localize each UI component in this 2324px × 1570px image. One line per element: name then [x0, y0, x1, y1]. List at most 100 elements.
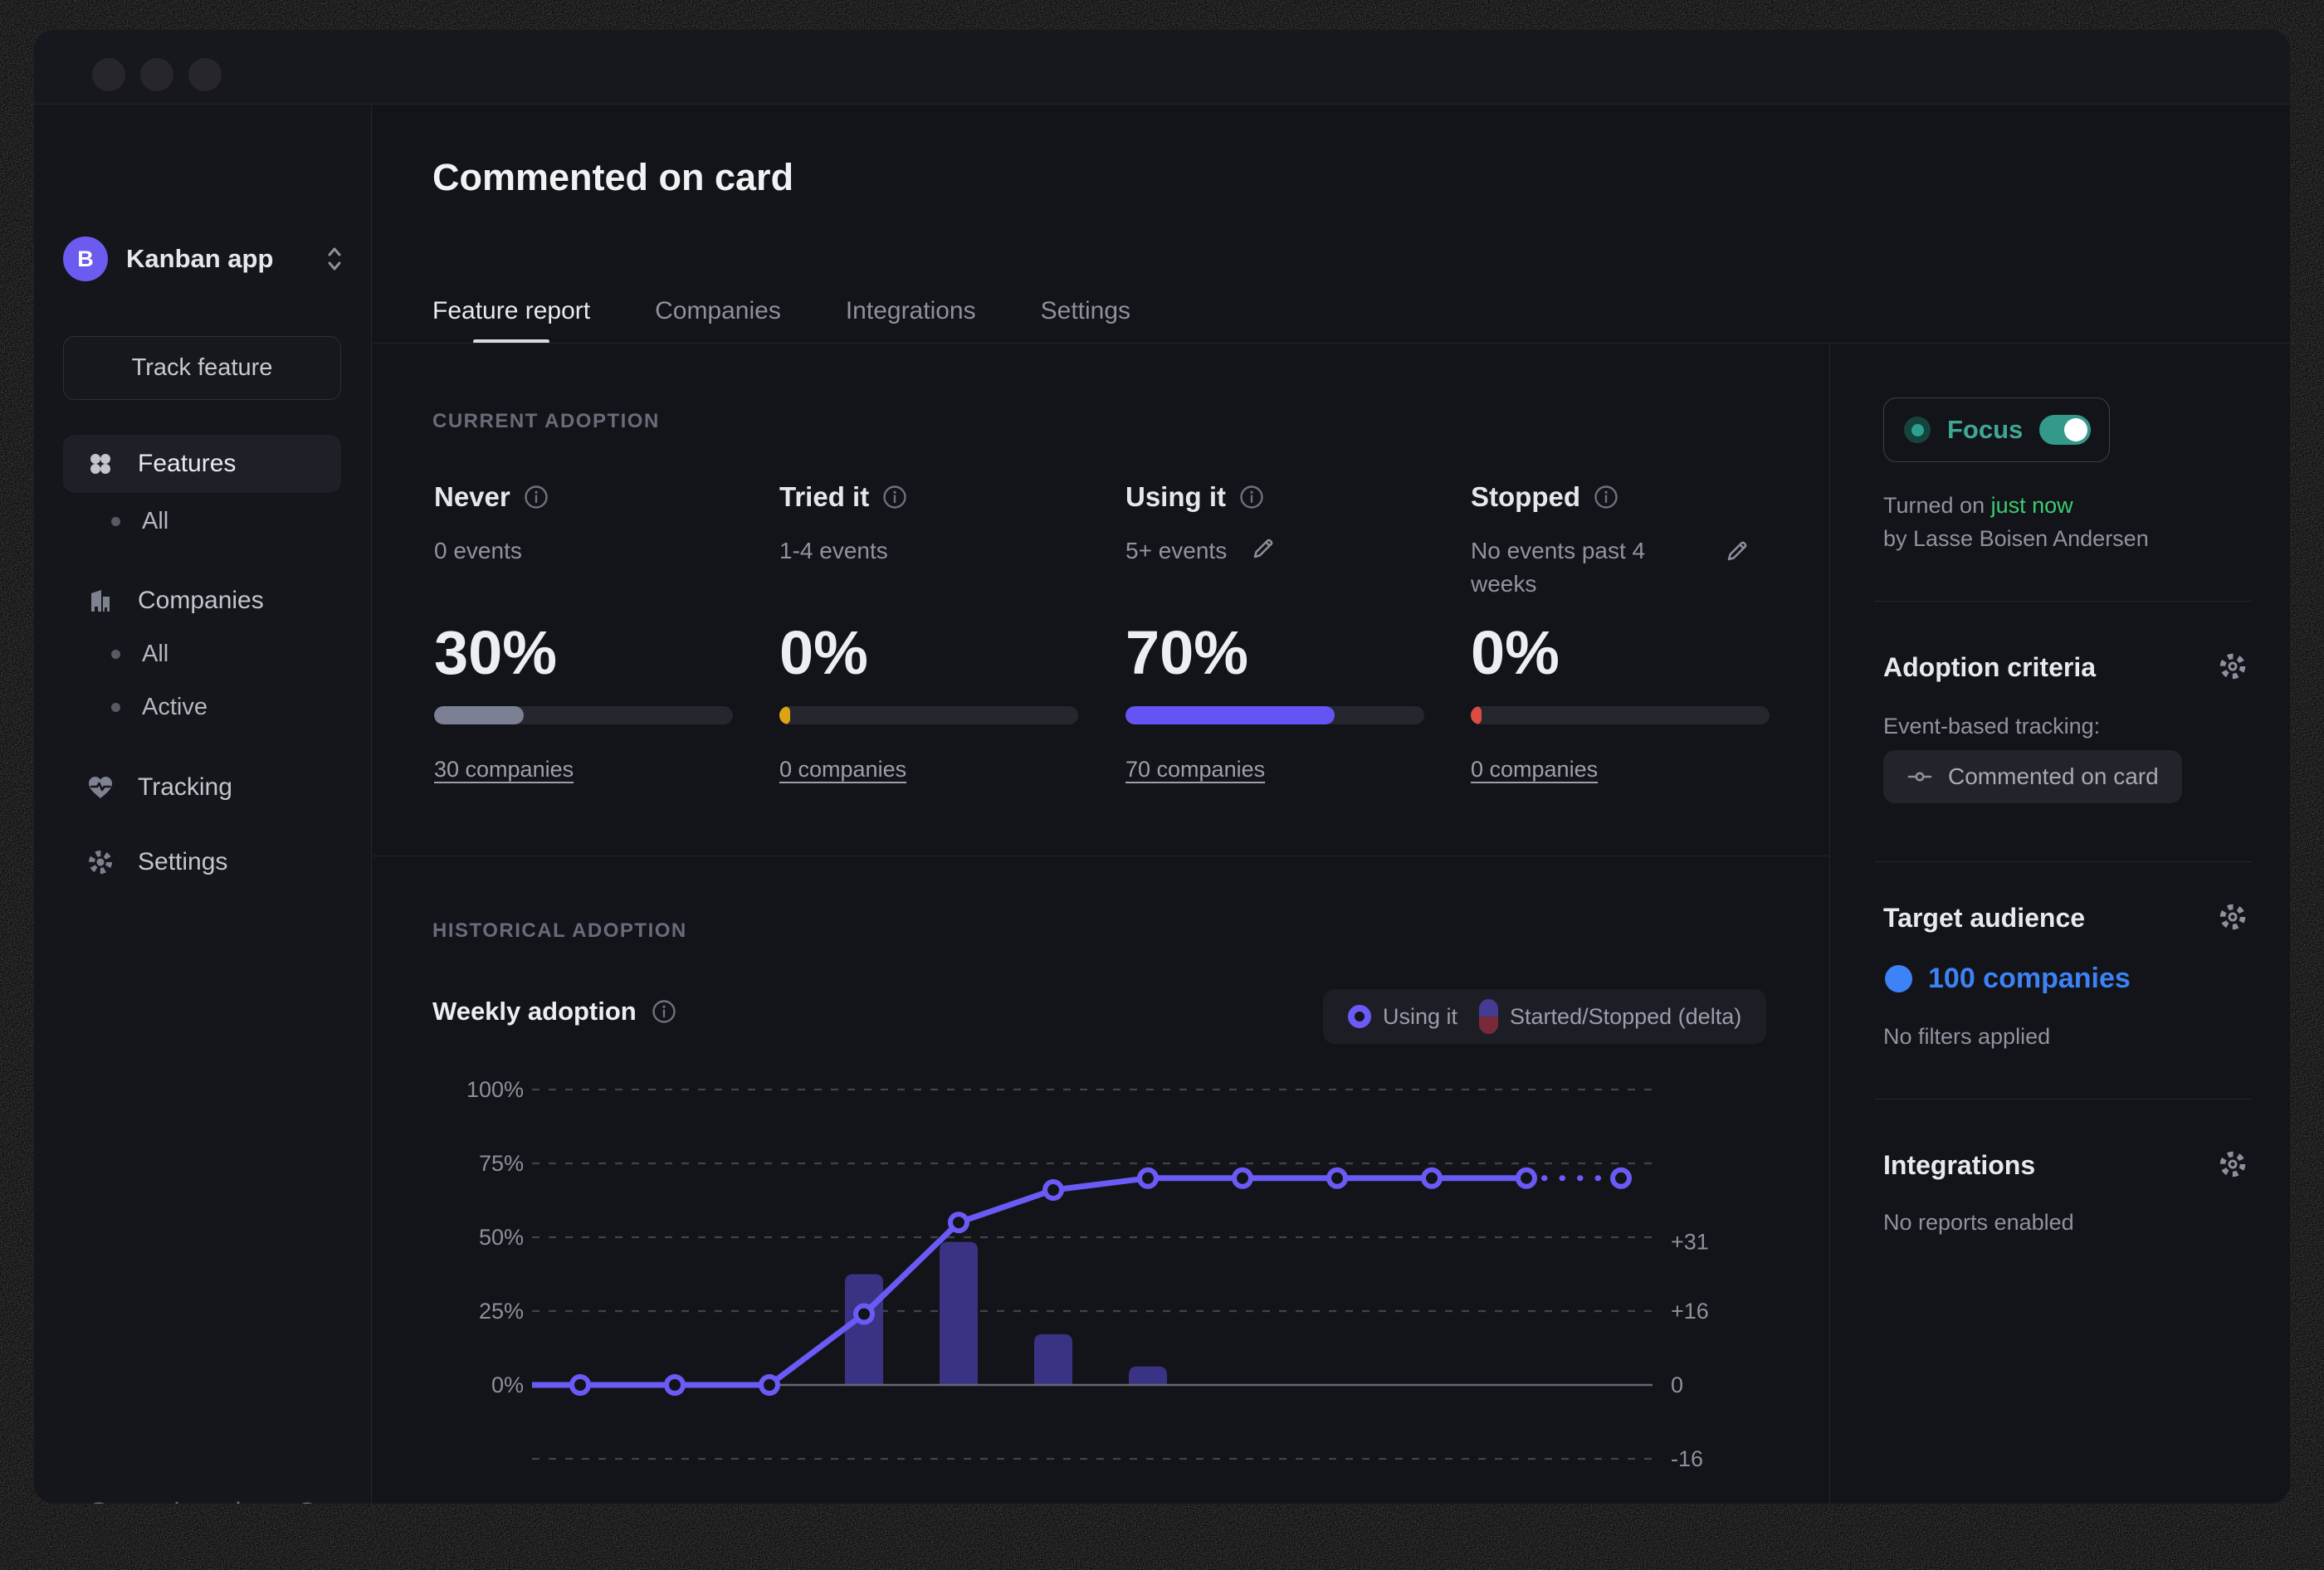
card-percent: 30% [434, 618, 558, 687]
audience-companies-link[interactable]: 100 companies [1928, 963, 2131, 994]
workspace-name: Kanban app [126, 244, 274, 273]
sidebar-item-tracking[interactable]: Tracking [63, 758, 341, 817]
page-title: Commented on card [432, 156, 794, 198]
logout-icon[interactable] [290, 1499, 323, 1504]
sync-activity-icon[interactable] [152, 1499, 185, 1504]
info-icon[interactable] [882, 485, 907, 510]
edit-pencil-icon[interactable] [1724, 538, 1750, 564]
svg-text:0%: 0% [491, 1373, 524, 1397]
sidebar-item-features-all[interactable]: All [63, 497, 341, 545]
legend-label: Started/Stopped (delta) [1510, 1003, 1742, 1029]
sidebar-item-label: Companies [138, 587, 264, 614]
adoption-card-never: Never 0 events 30% 30 companies [434, 478, 737, 793]
edit-pencil-icon[interactable] [1250, 535, 1277, 562]
focus-label: Focus [1947, 415, 2024, 444]
window-zoom-button[interactable] [188, 58, 222, 91]
tab-companies[interactable]: Companies [655, 297, 781, 324]
sidebar-item-companies-all[interactable]: All [63, 630, 341, 678]
adoption-card-tried-it: Tried it 1-4 events 0% 0 companies [779, 478, 1082, 793]
card-title: Never [434, 481, 510, 512]
tab-feature-report[interactable]: Feature report [432, 279, 590, 344]
audience-filters-note: No filters applied [1883, 1024, 2051, 1049]
sidebar-item-settings[interactable]: Settings [63, 833, 341, 891]
progress-track [1125, 706, 1424, 724]
integrations-heading: Integrations [1883, 1150, 2036, 1180]
sidebar-subitem-label: All [142, 507, 169, 534]
sidebar-item-companies-active[interactable]: Active [63, 683, 341, 731]
legend-using-it[interactable]: Using it [1348, 1004, 1457, 1030]
window-close-button[interactable] [92, 58, 125, 91]
help-buoy-icon[interactable] [82, 1499, 115, 1504]
window-minimize-button[interactable] [140, 58, 173, 91]
sidebar: B Kanban app Track feature Features All [34, 105, 372, 1504]
workspace-switcher[interactable]: B Kanban app [63, 230, 345, 288]
companies-link[interactable]: 30 companies [434, 757, 574, 782]
legend-label: Using it [1383, 1003, 1458, 1029]
card-title: Stopped [1471, 481, 1580, 512]
svg-text:0: 0 [1671, 1373, 1683, 1397]
progress-track [779, 706, 1078, 724]
bullet-icon [111, 516, 120, 526]
sidebar-item-companies[interactable]: Companies [63, 572, 341, 630]
panel-divider [1874, 861, 2252, 862]
header-divider [373, 343, 2290, 344]
info-icon[interactable] [652, 999, 676, 1024]
svg-text:75%: 75% [479, 1151, 524, 1176]
svg-text:25%: 25% [479, 1299, 524, 1324]
current-adoption-label: CURRENT ADOPTION [432, 410, 660, 432]
historical-adoption-label: HISTORICAL ADOPTION [432, 919, 687, 942]
progress-track [1471, 706, 1770, 724]
building-icon [86, 587, 115, 615]
card-criteria: 1-4 events [779, 538, 888, 563]
target-audience-gear-icon[interactable] [2217, 901, 2248, 933]
focus-toggle-switch[interactable] [2039, 415, 2092, 445]
tab-settings[interactable]: Settings [1040, 297, 1131, 324]
tab-integrations[interactable]: Integrations [845, 297, 976, 324]
adoption-criteria-gear-icon[interactable] [2217, 651, 2248, 682]
card-title: Using it [1125, 481, 1226, 512]
card-criteria: 0 events [434, 538, 522, 563]
info-icon[interactable] [1239, 485, 1264, 510]
focus-turned-on-by: by Lasse Boisen Andersen [1883, 526, 2149, 551]
weekly-adoption-title: Weekly adoption [432, 997, 637, 1026]
window-titlebar [34, 30, 2290, 105]
svg-text:-16: -16 [1671, 1446, 1703, 1471]
card-percent: 0% [779, 618, 868, 687]
legend-started-stopped[interactable]: Started/Stopped (delta) [1479, 999, 1741, 1034]
info-icon[interactable] [524, 485, 549, 510]
adoption-card-using-it: Using it 5+ events 70% 70 companies [1125, 478, 1428, 793]
audience-dot-icon [1885, 965, 1912, 992]
event-chip[interactable]: Commented on card [1883, 750, 2182, 803]
focus-status-icon [1904, 417, 1931, 443]
adoption-card-stopped: Stopped No events past 4 weeks 0% 0 comp… [1471, 478, 1774, 793]
focus-turned-on-text: Turned on just now [1883, 493, 2073, 518]
integrations-gear-icon[interactable] [2217, 1148, 2248, 1180]
event-chip-label: Commented on card [1948, 763, 2159, 789]
focus-toggle-chip[interactable]: Focus [1883, 397, 2110, 462]
sidebar-item-label: Tracking [138, 773, 232, 801]
companies-link[interactable]: 0 companies [1471, 757, 1599, 782]
weekly-adoption-chart[interactable]: 100% 75% 50% 25% 0% +31 +16 0 -16 [466, 1071, 1785, 1504]
track-feature-button[interactable]: Track feature [63, 336, 341, 400]
sidebar-subitem-label: Active [142, 693, 208, 720]
sidebar-item-label: Features [138, 450, 237, 477]
info-icon[interactable] [1594, 485, 1618, 510]
right-panel-divider [1829, 344, 1830, 1504]
chart-legend: Using it Started/Stopped (delta) [1323, 989, 1767, 1044]
svg-text:+16: +16 [1671, 1299, 1709, 1324]
heart-pulse-icon [86, 773, 115, 802]
theme-sun-icon[interactable] [222, 1499, 255, 1504]
sidebar-item-features[interactable]: Features [63, 435, 341, 493]
progress-fill [434, 706, 524, 724]
card-criteria: 5+ events [1125, 538, 1228, 563]
sidebar-subitem-label: All [142, 640, 169, 667]
companies-link[interactable]: 0 companies [779, 757, 907, 782]
panel-divider [1874, 601, 2252, 602]
card-title: Tried it [779, 481, 870, 512]
bullet-icon [111, 702, 120, 712]
svg-text:100%: 100% [466, 1077, 524, 1102]
grid-icon [86, 450, 115, 478]
companies-link[interactable]: 70 companies [1125, 757, 1266, 782]
card-criteria: No events past 4 weeks [1471, 538, 1646, 597]
progress-track [434, 706, 733, 724]
